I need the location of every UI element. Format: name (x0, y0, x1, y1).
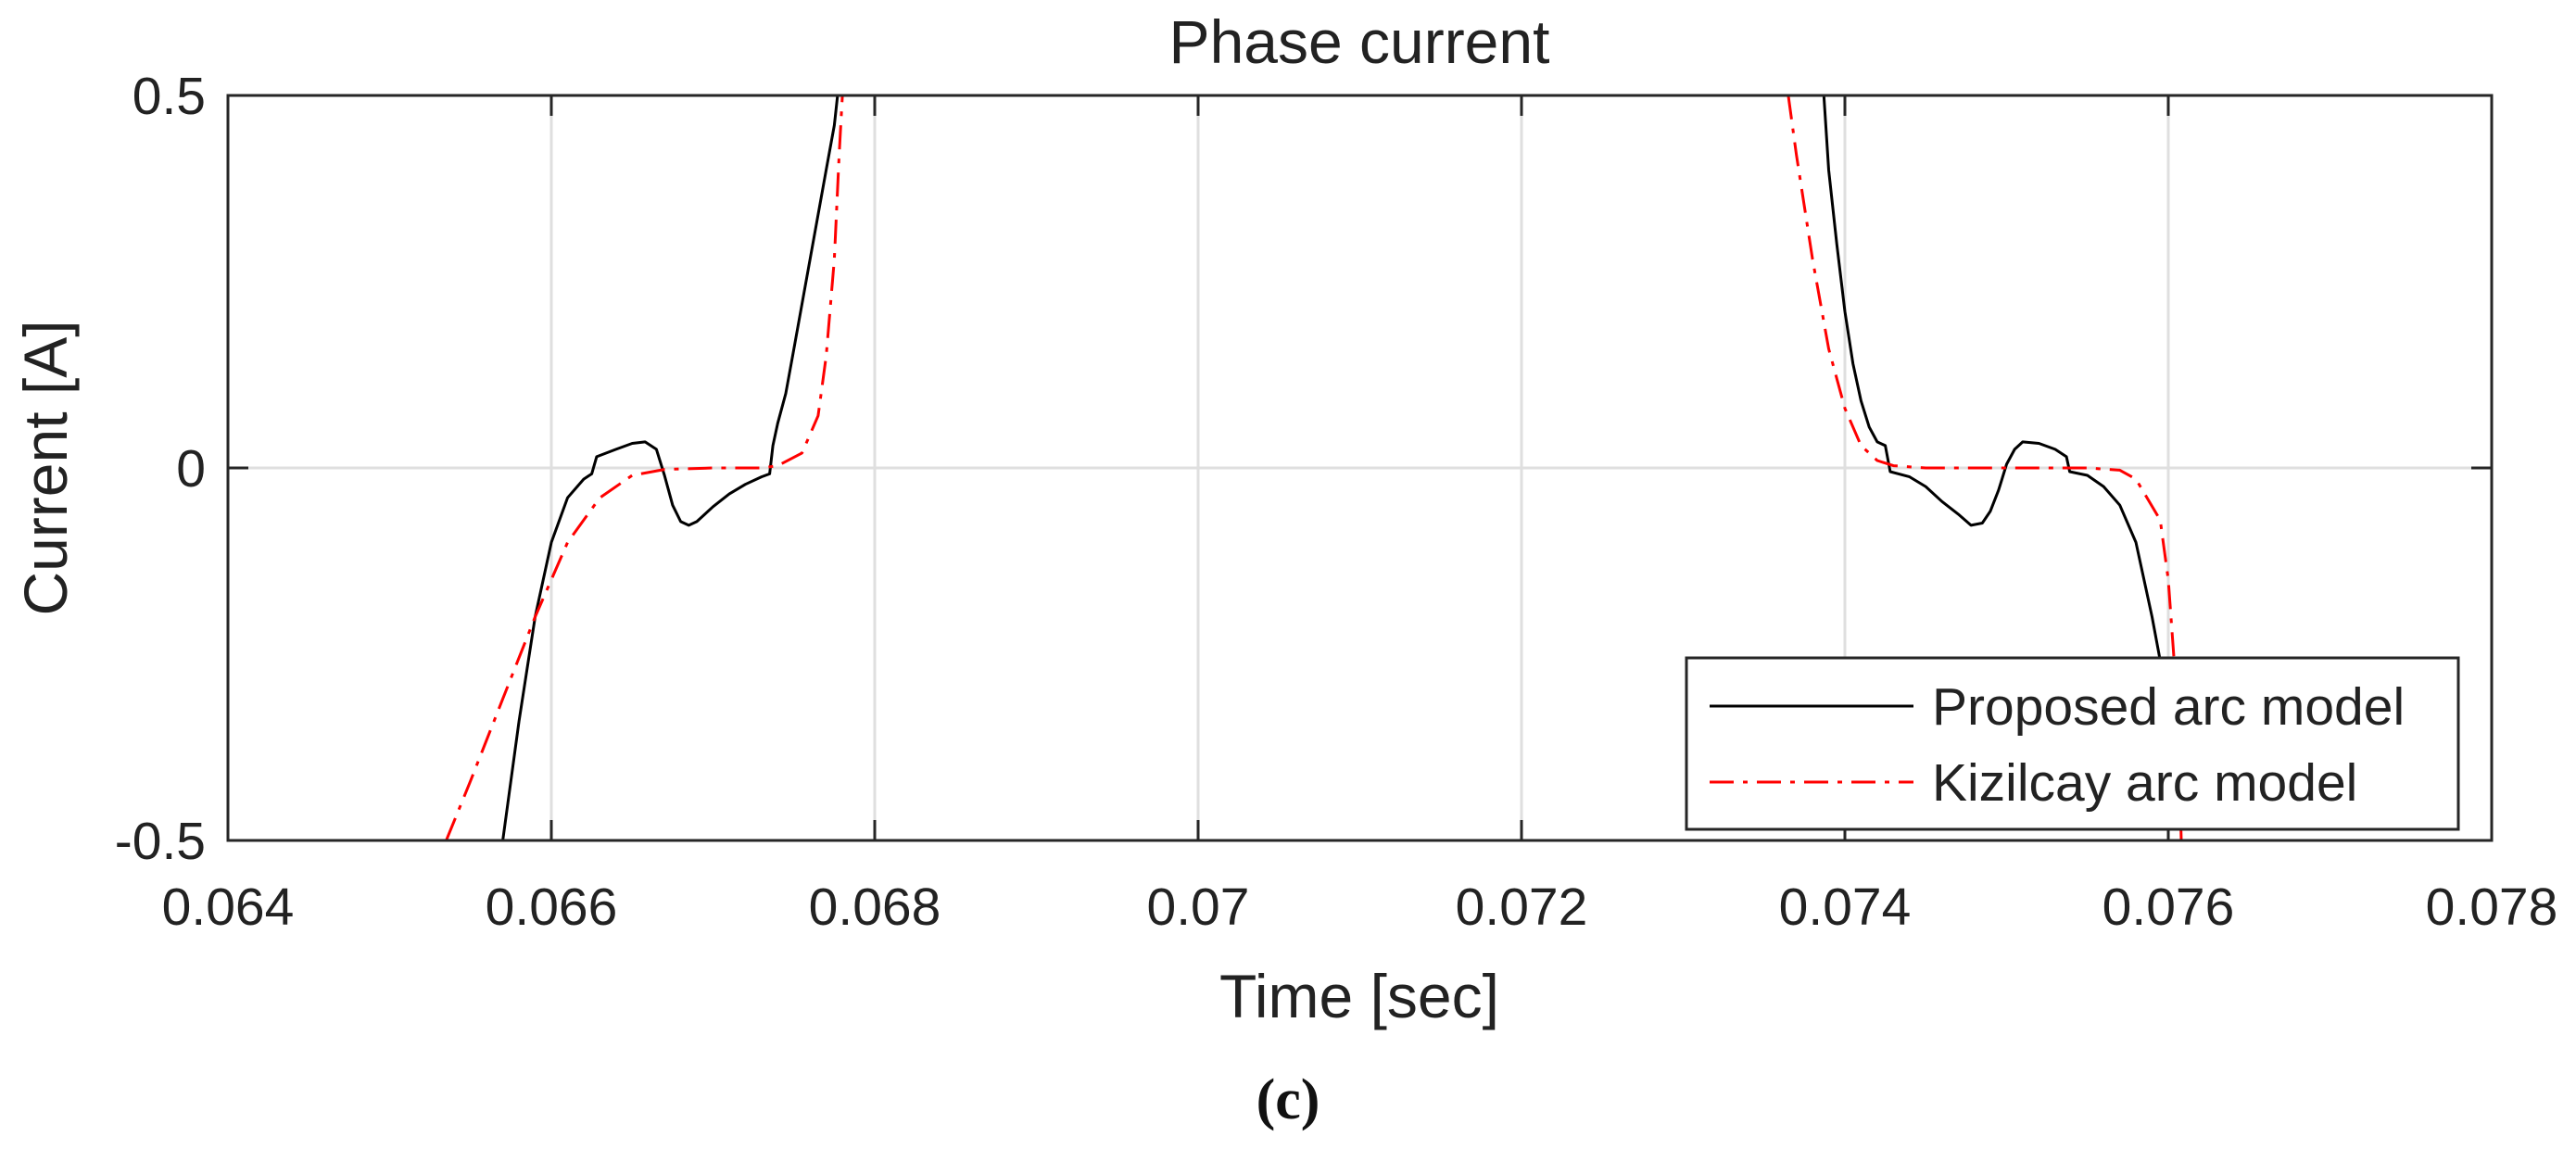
y-tick-label: 0 (176, 439, 206, 499)
grid-lines (228, 95, 2492, 840)
x-tick-label: 0.064 (162, 878, 295, 937)
x-tick-label: 0.068 (809, 878, 941, 937)
series-line-proposed (501, 95, 840, 840)
x-axis-title: Time [sec] (1219, 962, 1499, 1030)
chart-title: Phase current (1169, 7, 1550, 76)
x-tick-label: 0.074 (1779, 878, 1912, 937)
legend: Proposed arc model Kizilcay arc model (1685, 656, 2460, 831)
x-tick-label: 0.072 (1456, 878, 1588, 937)
series-line-kizilcay (445, 95, 844, 840)
y-tick-labels: -0.5 0 0.5 (115, 67, 206, 871)
series-line-kizilcay (1787, 95, 2183, 840)
x-tick-labels: 0.064 0.066 0.068 0.07 0.072 0.074 0.076 0.078 (162, 878, 2558, 937)
legend-box (1685, 656, 2460, 831)
x-tick-label: 0.078 (2426, 878, 2558, 937)
x-tick-label: 0.07 (1147, 878, 1250, 937)
x-tick-label: 0.066 (486, 878, 618, 937)
x-tick-label: 0.076 (2102, 878, 2235, 937)
figure-caption: (c) (1256, 1068, 1320, 1131)
legend-label-proposed: Proposed arc model (1932, 677, 2405, 737)
axis-ticks (226, 94, 2494, 842)
y-tick-label: 0.5 (133, 67, 206, 126)
y-tick-label: -0.5 (115, 812, 206, 871)
series-line-proposed (1822, 95, 2164, 671)
y-axis-title: Current [A] (11, 320, 80, 615)
legend-label-kizilcay: Kizilcay arc model (1932, 753, 2357, 813)
data-series (445, 95, 2183, 840)
